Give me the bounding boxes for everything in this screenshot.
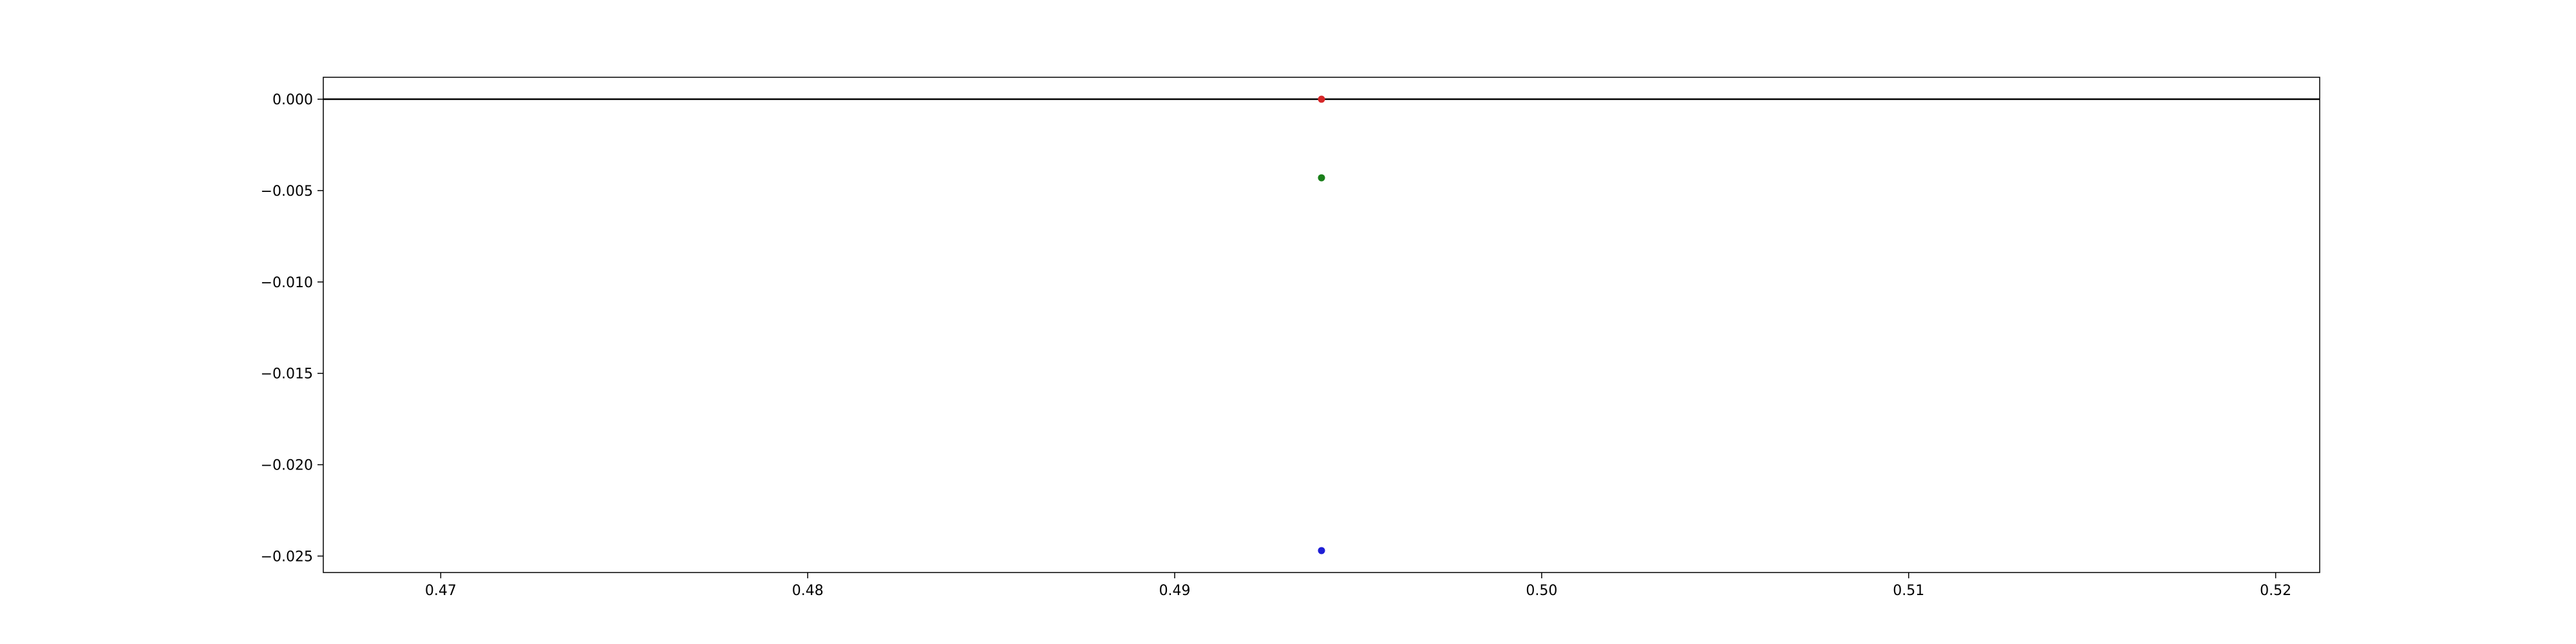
x-tick-label: 0.52 — [2260, 583, 2291, 599]
y-tick-label: −0.025 — [261, 549, 313, 565]
x-tick-label: 0.50 — [1526, 583, 1557, 599]
x-axis: 0.47 0.48 0.49 0.50 0.51 0.52 — [425, 573, 2291, 599]
y-tick-label: −0.015 — [261, 366, 313, 383]
data-point — [1318, 547, 1325, 554]
y-tick-label: 0.000 — [272, 92, 313, 108]
x-tick-label: 0.51 — [1893, 583, 1924, 599]
data-points — [1318, 95, 1325, 554]
y-tick-label: −0.010 — [261, 275, 313, 291]
x-tick-label: 0.49 — [1159, 583, 1191, 599]
y-tick-label: −0.005 — [261, 184, 313, 200]
y-axis: 0.000 −0.005 −0.010 −0.015 −0.020 −0.025 — [261, 92, 323, 565]
data-point — [1318, 95, 1325, 103]
y-tick-label: −0.020 — [261, 458, 313, 474]
plot-background — [323, 77, 2320, 573]
x-tick-label: 0.47 — [425, 583, 457, 599]
x-tick-label: 0.48 — [792, 583, 824, 599]
data-point — [1318, 174, 1325, 182]
plot-frame — [323, 77, 2320, 573]
